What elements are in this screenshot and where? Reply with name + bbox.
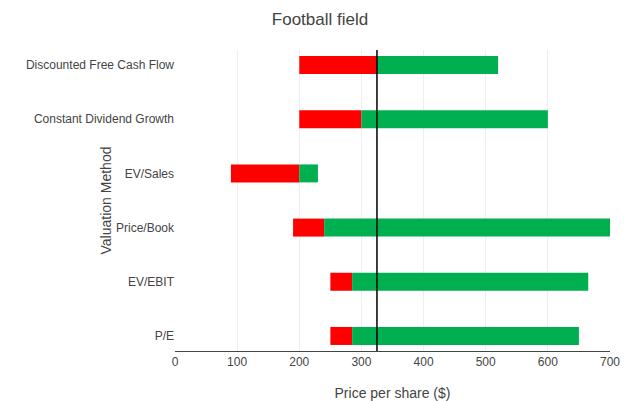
svg-text:400: 400 xyxy=(414,355,434,369)
svg-text:Discounted Free Cash Flow: Discounted Free Cash Flow xyxy=(26,58,174,72)
svg-text:Constant Dividend Growth: Constant Dividend Growth xyxy=(34,112,174,126)
svg-text:Price per share ($): Price per share ($) xyxy=(335,385,451,401)
svg-text:700: 700 xyxy=(600,355,620,369)
svg-text:600: 600 xyxy=(538,355,558,369)
svg-text:EV/EBIT: EV/EBIT xyxy=(128,275,175,289)
svg-text:P/E: P/E xyxy=(155,329,174,343)
svg-text:EV/Sales: EV/Sales xyxy=(125,167,174,181)
svg-text:500: 500 xyxy=(476,355,496,369)
svg-text:100: 100 xyxy=(227,355,247,369)
svg-text:300: 300 xyxy=(351,355,371,369)
svg-text:Price/Book: Price/Book xyxy=(116,221,175,235)
svg-text:0: 0 xyxy=(172,355,179,369)
svg-text:200: 200 xyxy=(289,355,309,369)
svg-text:Valuation Method: Valuation Method xyxy=(98,147,114,255)
svg-text:Football field: Football field xyxy=(272,10,368,29)
